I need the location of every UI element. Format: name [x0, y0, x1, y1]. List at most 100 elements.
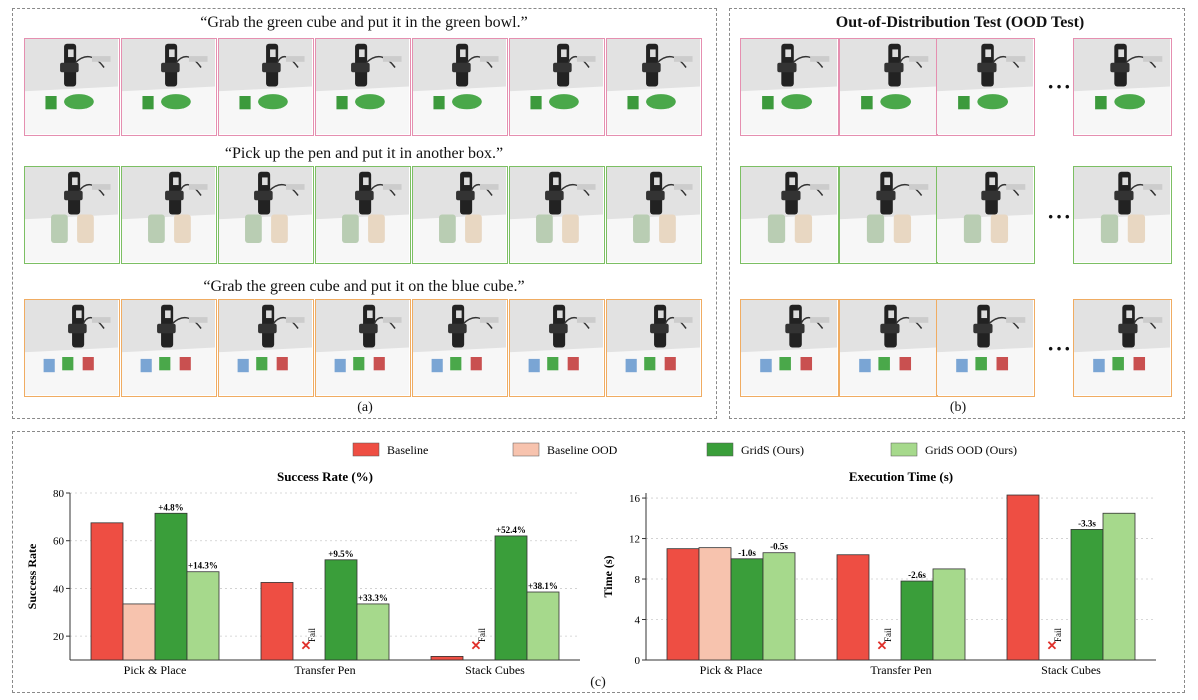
fail-label: Fail [307, 627, 317, 642]
svg-text:Baseline OOD: Baseline OOD [547, 443, 618, 457]
ellipsis-row-2: ··· [1047, 204, 1073, 229]
demo-frame [412, 166, 508, 264]
demo-frame [509, 166, 605, 264]
bar [186, 571, 220, 661]
legend-item: Baseline OOD [512, 442, 618, 457]
y-axis-label: Success Rate [25, 543, 39, 609]
execution-time-chart: Execution Time (s) Time (s) 0 4 8 12 16 Pick & … [596, 463, 1176, 685]
x-tick-label: Pick & Place [124, 663, 187, 677]
x-tick-label: Pick & Place [700, 663, 763, 677]
bar [836, 554, 870, 661]
instruction-row-3: “Grab the green cube and put it on the b… [203, 278, 525, 295]
bar-annotation: +38.1% [528, 581, 558, 591]
demo-frame [218, 299, 314, 397]
demo-frame [24, 299, 120, 397]
ood-frame [740, 38, 839, 136]
chart-title: Execution Time (s) [849, 469, 953, 484]
panel-b [729, 8, 1185, 419]
bar-annotation: +4.8% [158, 502, 183, 512]
y-tick-label: 12 [629, 534, 640, 546]
demo-frame [606, 299, 702, 397]
panel-c-label: (c) [590, 675, 606, 690]
ellipsis-row-3: ··· [1047, 336, 1073, 361]
x-tick-label: Stack Cubes [1041, 663, 1101, 677]
ood-frame [1073, 299, 1172, 397]
x-tick-label: Transfer Pen [870, 663, 931, 677]
ood-frame [740, 299, 839, 397]
demo-frame [509, 38, 605, 136]
fail-cross-icon: ✕ [301, 638, 312, 653]
bar [122, 603, 156, 661]
demo-frame [315, 299, 411, 397]
bar [1070, 529, 1104, 661]
demo-frame [121, 299, 217, 397]
bar [1006, 494, 1040, 661]
fail-cross-icon: ✕ [877, 638, 888, 653]
bar [356, 603, 390, 661]
y-tick-label: 60 [53, 536, 65, 548]
instruction-row-2: “Pick up the pen and put it in another b… [224, 145, 504, 162]
fail-label: Fail [1053, 627, 1063, 642]
y-tick-label: 40 [53, 583, 65, 595]
bar [494, 535, 528, 661]
y-tick-label: 4 [635, 615, 641, 627]
demo-frame [24, 166, 120, 264]
bar [932, 568, 966, 661]
bar-annotation: -3.3s [1078, 518, 1096, 528]
legend-item: GridS (Ours) [706, 442, 804, 457]
demo-frame [218, 38, 314, 136]
ood-frame [839, 299, 938, 397]
ood-frame [740, 166, 839, 264]
bar-annotation: +9.5% [328, 549, 353, 559]
ellipsis-row-1: ··· [1047, 74, 1073, 99]
y-axis-label: Time (s) [601, 555, 615, 597]
legend: Baseline Baseline OOD GridS (Ours) GridS OO… [352, 442, 1017, 457]
demo-frame [315, 166, 411, 264]
bar [900, 580, 934, 661]
bar [260, 582, 294, 661]
demo-frame [121, 166, 217, 264]
x-tick-label: Stack Cubes [465, 663, 525, 677]
legend-item: GridS OOD (Ours) [890, 442, 1017, 457]
bar [154, 512, 188, 661]
y-tick-label: 80 [53, 488, 65, 500]
bar [730, 558, 764, 661]
svg-text:Baseline: Baseline [387, 443, 428, 457]
panel-b-label: (b) [949, 400, 967, 415]
demo-frame [412, 299, 508, 397]
panel-c [12, 431, 1185, 693]
bar-annotation: -0.5s [770, 542, 788, 552]
demo-frame [606, 166, 702, 264]
instruction-row-1: “Grab the green cube and put it in the g… [200, 14, 528, 31]
y-tick-label: 8 [635, 574, 641, 586]
bar-annotation: -2.6s [908, 570, 926, 580]
bar [90, 522, 124, 661]
bar [324, 559, 358, 661]
demo-frame [606, 38, 702, 136]
y-tick-label: 20 [53, 631, 65, 643]
bar [430, 656, 464, 661]
y-tick-label: 16 [629, 493, 641, 505]
panel-a [12, 8, 717, 419]
y-tick-label: 0 [635, 655, 641, 667]
svg-text:GridS (Ours): GridS (Ours) [741, 443, 804, 457]
demo-frame [218, 166, 314, 264]
bar [762, 552, 796, 661]
ood-frame [1073, 166, 1172, 264]
ood-frame [839, 38, 938, 136]
legend-item: Baseline [352, 442, 428, 457]
success-rate-chart: Success Rate (%) Success Rate 20 40 60 80 Pick… [20, 463, 600, 685]
chart-title: Success Rate (%) [277, 469, 373, 484]
x-tick-label: Transfer Pen [294, 663, 355, 677]
fail-label: Fail [477, 627, 487, 642]
fail-label: Fail [883, 627, 893, 642]
fail-marker: ✕Fail [471, 627, 487, 653]
bar [698, 547, 732, 661]
demo-frame [509, 299, 605, 397]
demo-frame [24, 38, 120, 136]
bar-annotation: -1.0s [738, 548, 756, 558]
fail-marker: ✕Fail [1047, 627, 1063, 653]
ood-frame [936, 166, 1035, 264]
ood-frame [936, 299, 1035, 397]
demo-frame [412, 38, 508, 136]
